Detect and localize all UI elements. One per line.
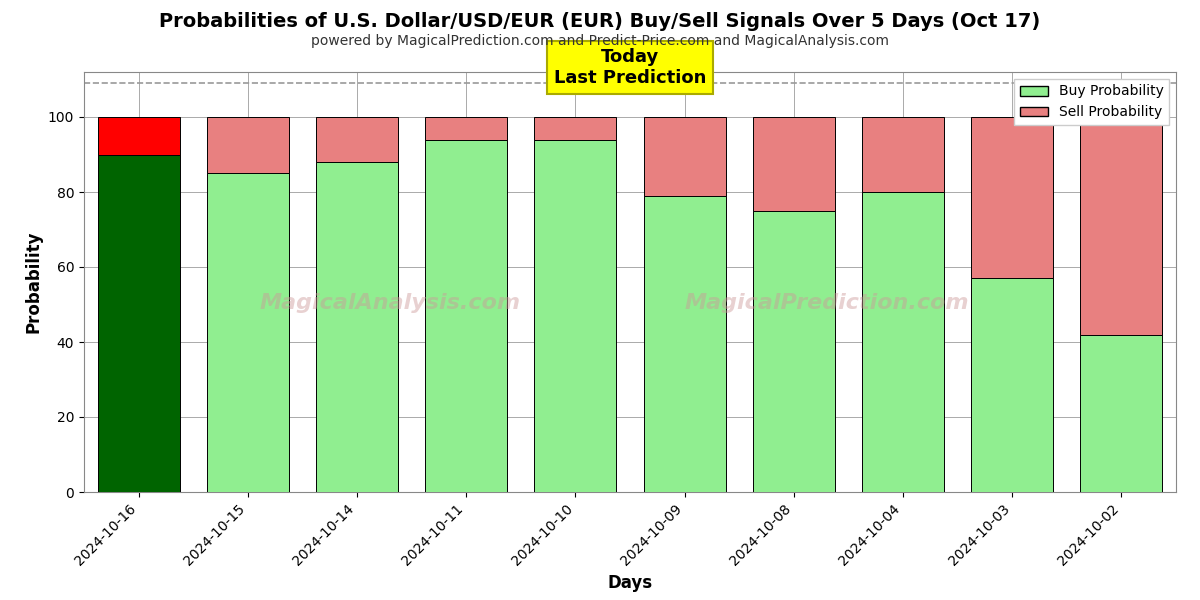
Bar [534,139,617,492]
Legend: Buy Probability, Sell Probability: Buy Probability, Sell Probability [1014,79,1169,125]
Text: powered by MagicalPrediction.com and Predict-Price.com and MagicalAnalysis.com: powered by MagicalPrediction.com and Pre… [311,34,889,48]
Bar [97,154,180,492]
Bar [862,192,944,492]
Text: MagicalAnalysis.com: MagicalAnalysis.com [259,293,521,313]
Bar [316,117,398,162]
Text: Probabilities of U.S. Dollar/USD/EUR (EUR) Buy/Sell Signals Over 5 Days (Oct 17): Probabilities of U.S. Dollar/USD/EUR (EU… [160,12,1040,31]
Bar [643,196,726,492]
X-axis label: Days: Days [607,574,653,592]
Bar [316,162,398,492]
Bar [97,117,180,154]
Bar [862,117,944,192]
Bar [971,278,1054,492]
Bar [206,117,289,173]
Bar [206,173,289,492]
Bar [752,117,835,211]
Text: MagicalPrediction.com: MagicalPrediction.com [684,293,968,313]
Bar [1080,335,1163,492]
Bar [752,211,835,492]
Bar [643,117,726,196]
Bar [1080,117,1163,335]
Text: Today
Last Prediction: Today Last Prediction [554,48,706,87]
Bar [971,117,1054,278]
Bar [425,139,508,492]
Y-axis label: Probability: Probability [24,231,42,333]
Bar [425,117,508,139]
Bar [534,117,617,139]
